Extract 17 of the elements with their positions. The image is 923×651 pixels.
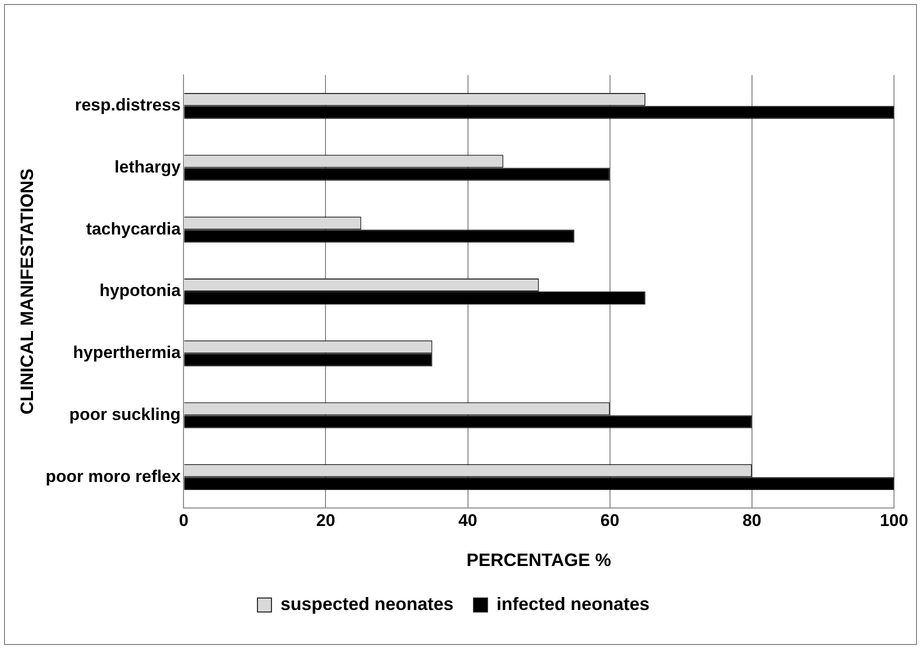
- y-tick-label: tachycardia: [86, 219, 182, 238]
- x-tick-label: 40: [458, 510, 478, 530]
- y-tick-label: resp.distress: [74, 96, 181, 115]
- x-tick-label: 20: [316, 510, 336, 530]
- y-tick-label: hypotonia: [99, 281, 182, 300]
- x-tick-label: 60: [600, 510, 620, 530]
- legend-label: infected neonates: [496, 594, 650, 614]
- y-axis-title: CLINICAL MANIFESTATIONS: [16, 168, 37, 414]
- x-tick-label: 0: [178, 510, 188, 530]
- y-tick-label: poor moro reflex: [46, 466, 182, 486]
- legend-label: suspected neonates: [280, 594, 454, 614]
- y-tick-label: poor suckling: [69, 404, 181, 424]
- y-tick-label: lethargy: [114, 157, 182, 176]
- x-tick-label: 100: [880, 510, 908, 530]
- y-tick-label: hyperthermia: [72, 343, 182, 362]
- x-tick-label: 80: [742, 510, 762, 530]
- x-axis-title: PERCENTAGE %: [466, 550, 612, 570]
